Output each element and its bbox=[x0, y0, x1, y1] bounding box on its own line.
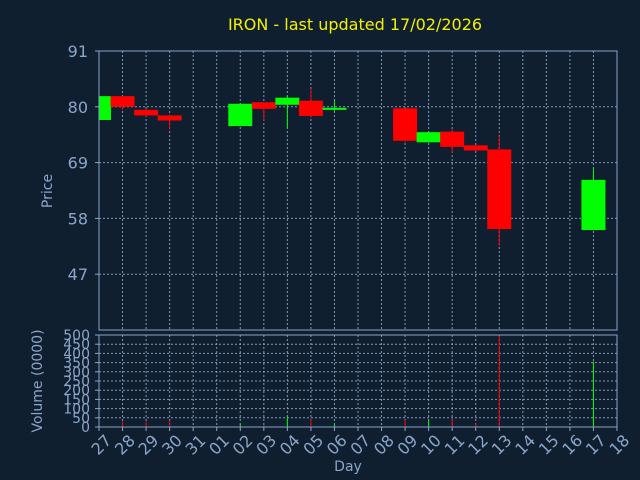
volume-bars-layer bbox=[122, 335, 594, 427]
volume-tick-label: 450 bbox=[63, 337, 90, 353]
volume-tick-label: 50 bbox=[72, 411, 90, 427]
volume-tick-label: 0 bbox=[81, 420, 90, 436]
price-tick-label: 69 bbox=[68, 154, 88, 173]
candle-body bbox=[487, 149, 512, 230]
candle-body bbox=[393, 108, 418, 141]
volume-tick-label: 350 bbox=[63, 356, 90, 372]
x-axis-label: Day bbox=[334, 459, 362, 475]
volume-tick-label: 500 bbox=[63, 328, 90, 344]
volume-tick-label: 300 bbox=[63, 365, 90, 381]
volume-tick-label: 150 bbox=[63, 392, 90, 408]
candle-body bbox=[251, 102, 276, 109]
candle-body bbox=[110, 96, 135, 107]
price-tick-label: 47 bbox=[68, 265, 88, 284]
candle-body bbox=[416, 132, 441, 143]
price-grid bbox=[99, 50, 617, 330]
price-tick-label: 91 bbox=[68, 42, 88, 61]
candle-body bbox=[298, 100, 323, 116]
candle-body bbox=[581, 179, 606, 231]
candle-body bbox=[322, 107, 347, 110]
volume-tick-label: 400 bbox=[63, 346, 90, 362]
candle-body bbox=[157, 115, 182, 121]
volume-tick-label: 200 bbox=[63, 383, 90, 399]
price-tick-labels: 47 58 69 80 91 bbox=[68, 42, 99, 284]
price-plot-border bbox=[98, 50, 618, 331]
price-tick-label: 80 bbox=[68, 98, 88, 117]
volume-tick-label: 100 bbox=[63, 402, 90, 418]
candle-body bbox=[99, 96, 111, 120]
candle-body bbox=[440, 131, 465, 147]
candle-body bbox=[275, 97, 300, 105]
candle-body bbox=[134, 109, 159, 116]
candles-layer bbox=[98, 88, 606, 246]
chart-title: IRON - last updated 17/02/2026 bbox=[228, 15, 482, 34]
candle-body bbox=[463, 145, 488, 151]
candle-body bbox=[228, 103, 253, 127]
volume-axis-label: Volume (0000) bbox=[30, 329, 46, 432]
price-axis-label: Price bbox=[40, 174, 56, 208]
price-tick-label: 58 bbox=[68, 209, 88, 228]
volume-tick-label: 250 bbox=[63, 374, 90, 390]
